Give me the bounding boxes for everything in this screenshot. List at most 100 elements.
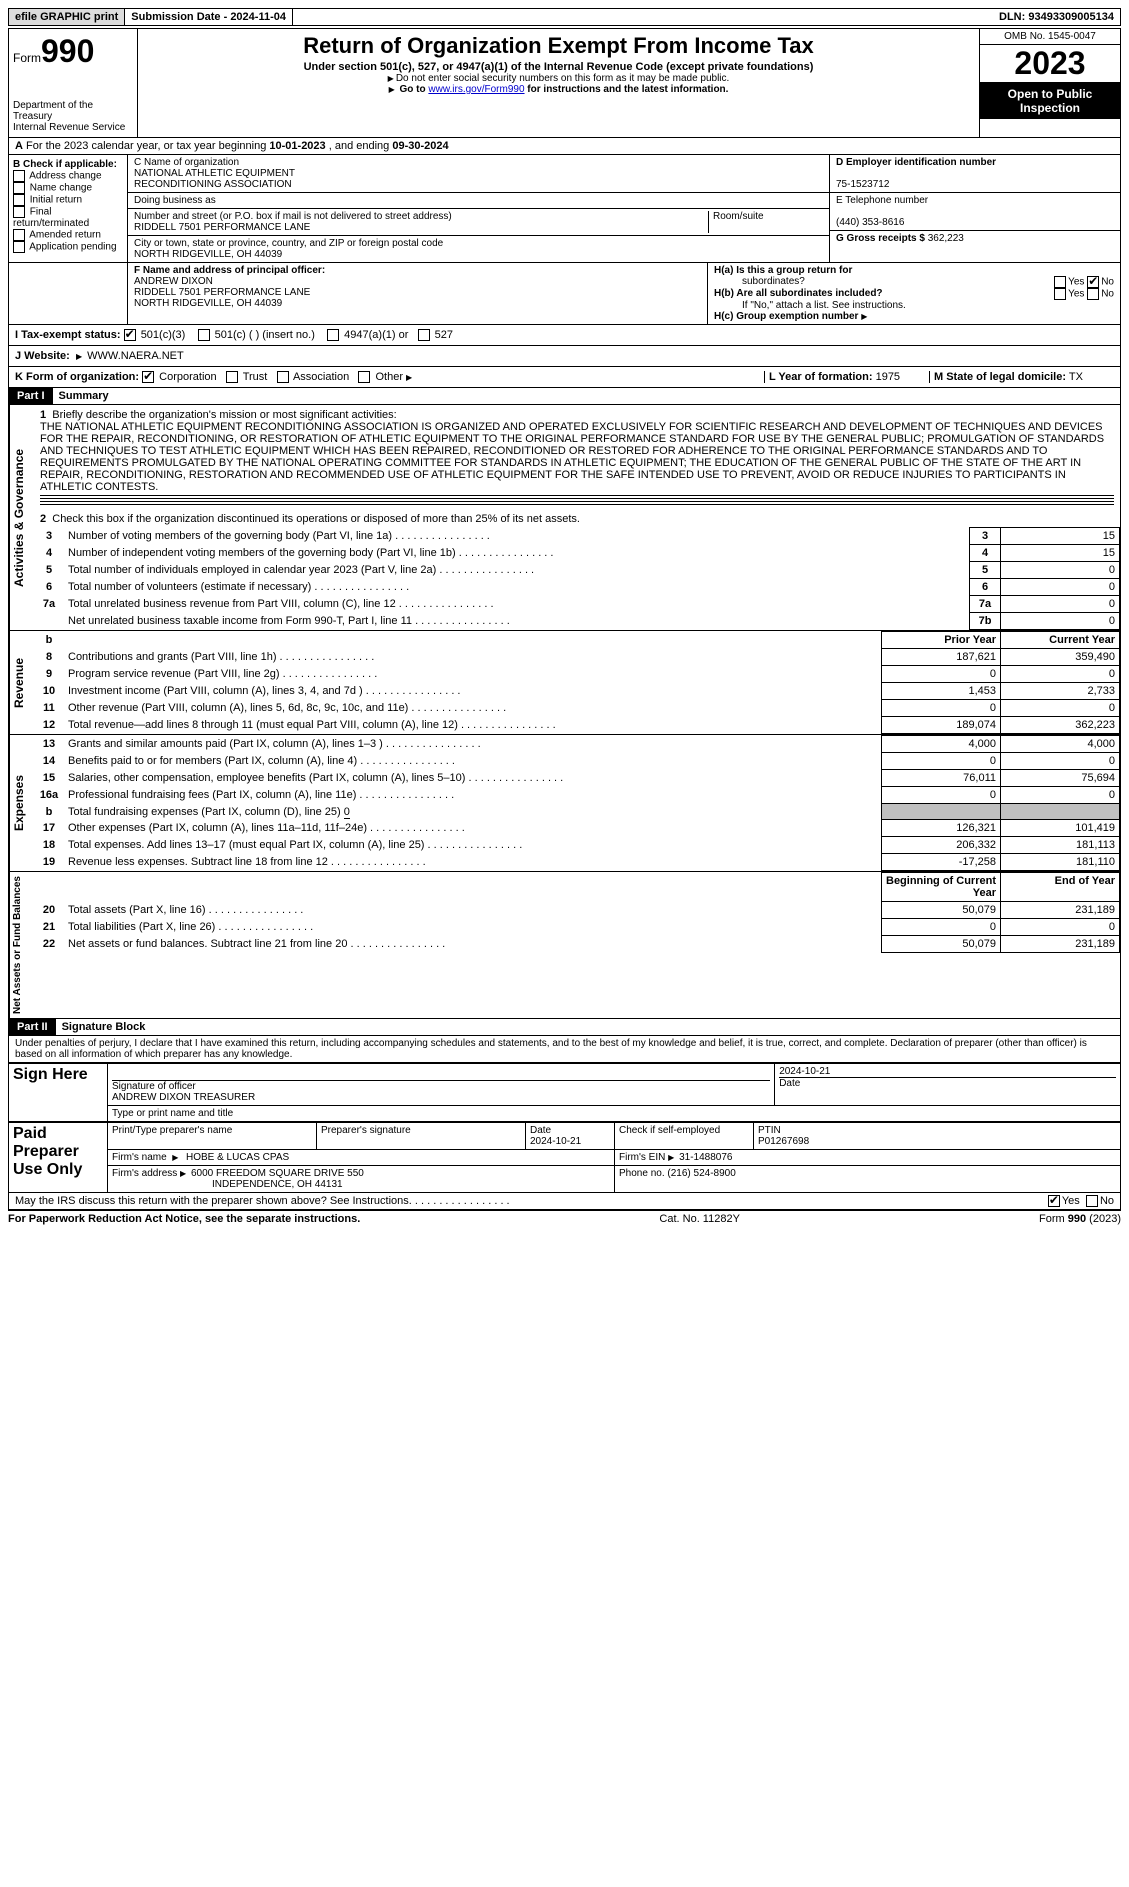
signature-table: Sign Here Signature of officer ANDREW DI… — [8, 1063, 1121, 1122]
firm-ein: 31-1488076 — [679, 1152, 732, 1163]
org-name-2: RECONDITIONING ASSOCIATION — [134, 179, 292, 190]
part2-title: Signature Block — [56, 1019, 152, 1035]
declaration: Under penalties of perjury, I declare th… — [8, 1036, 1121, 1063]
hb-no[interactable] — [1087, 288, 1099, 300]
row-a-period: A For the 2023 calendar year, or tax yea… — [8, 138, 1121, 155]
room-suite: Room/suite — [708, 211, 823, 233]
ein-value: 75-1523712 — [836, 179, 889, 190]
vlabel-rev: Revenue — [9, 631, 34, 734]
table-ag: 3Number of voting members of the governi… — [34, 527, 1120, 630]
dba: Doing business as — [128, 193, 829, 209]
ha-label: H(a) Is this a group return for — [714, 265, 852, 276]
ha-sub: subordinates? — [714, 276, 805, 288]
block-ag: Activities & Governance 1 Briefly descri… — [8, 405, 1121, 631]
phone-value: (440) 353-8616 — [836, 217, 904, 228]
sign-here: Sign Here — [9, 1064, 108, 1122]
irs-link[interactable]: www.irs.gov/Form990 — [428, 84, 524, 95]
hb-note: If "No," attach a list. See instructions… — [714, 300, 1114, 311]
part1-header: Part I — [9, 388, 53, 404]
part2-header: Part II — [9, 1019, 56, 1035]
submission-date: Submission Date - 2024-11-04 — [125, 9, 293, 25]
pp-self: Check if self-employed — [615, 1123, 754, 1150]
open-inspection: Open to PublicInspection — [980, 83, 1120, 119]
omb-number: OMB No. 1545-0047 — [980, 29, 1120, 45]
org-name-1: NATIONAL ATHLETIC EQUIPMENT — [134, 168, 295, 179]
officer-name: ANDREW DIXON TREASURER — [112, 1092, 255, 1103]
pp-date: 2024-10-21 — [530, 1136, 581, 1147]
sig-of-officer-label: Signature of officer — [112, 1081, 196, 1092]
city-label: City or town, state or province, country… — [134, 238, 443, 249]
l-value: 1975 — [876, 371, 900, 383]
ha-yes[interactable] — [1054, 276, 1066, 288]
firm-addr1: 6000 FREEDOM SQUARE DRIVE 550 — [191, 1168, 364, 1179]
firm-addr2: INDEPENDENCE, OH 44131 — [112, 1179, 343, 1190]
m-value: TX — [1069, 371, 1083, 383]
firm-addr-label: Firm's address — [112, 1168, 177, 1179]
ha-no[interactable] — [1087, 276, 1099, 288]
check-address[interactable] — [13, 170, 25, 182]
efile-print: efile GRAPHIC print — [9, 9, 125, 25]
block-net: Net Assets or Fund Balances Beginning of… — [8, 872, 1121, 1019]
check-final[interactable] — [13, 206, 25, 218]
tax-year: 2023 — [980, 45, 1120, 83]
i-527[interactable] — [418, 329, 430, 341]
section-bcd: B Check if applicable: Address change Na… — [8, 155, 1121, 263]
k-trust[interactable] — [226, 371, 238, 383]
footer-mid: Cat. No. 11282Y — [659, 1213, 740, 1225]
hc-label: H(c) Group exemption number — [714, 311, 858, 322]
k-assoc[interactable] — [277, 371, 289, 383]
dept-treasury: Department of the Treasury — [13, 100, 133, 122]
discuss-no[interactable] — [1086, 1195, 1098, 1207]
firm-ein-label: Firm's EIN — [619, 1152, 665, 1163]
k-other[interactable] — [358, 371, 370, 383]
check-name[interactable] — [13, 182, 25, 194]
top-bar: efile GRAPHIC print Submission Date - 20… — [8, 8, 1121, 26]
firm-phone: (216) 524-8900 — [667, 1168, 735, 1179]
line1-text: Briefly describe the organization's miss… — [52, 409, 396, 421]
dln: DLN: 93493309005134 — [993, 9, 1120, 25]
form-title: Return of Organization Exempt From Incom… — [144, 33, 973, 59]
sig-date-label: Date — [779, 1078, 800, 1089]
ptin-label: PTIN — [758, 1125, 781, 1136]
label-e-phone: E Telephone number — [836, 195, 928, 206]
mission-text: THE NATIONAL ATHLETIC EQUIPMENT RECONDIT… — [40, 421, 1104, 493]
hb-label: H(b) Are all subordinates included? — [714, 288, 883, 299]
form-number: Form990 — [13, 33, 133, 70]
discuss-yes[interactable] — [1048, 1195, 1060, 1207]
ssn-note: Do not enter social security numbers on … — [144, 73, 973, 84]
block-rev: Revenue bPrior YearCurrent Year8Contribu… — [8, 631, 1121, 735]
col-b-checks: B Check if applicable: Address change Na… — [9, 155, 128, 262]
officer-l1: ANDREW DIXON — [134, 276, 213, 287]
website-value: WWW.NAERA.NET — [87, 350, 184, 362]
city-value: NORTH RIDGEVILLE, OH 44039 — [134, 249, 282, 260]
table-exp: 13Grants and similar amounts paid (Part … — [34, 735, 1120, 871]
k-corp[interactable] — [142, 371, 154, 383]
vlabel-exp: Expenses — [9, 735, 34, 871]
footer-left: For Paperwork Reduction Act Notice, see … — [8, 1213, 360, 1225]
hb-yes[interactable] — [1054, 288, 1066, 300]
officer-l2: RIDDELL 7501 PERFORMANCE LANE — [134, 287, 310, 298]
officer-l3: NORTH RIDGEVILLE, OH 44039 — [134, 298, 282, 309]
check-initial[interactable] — [13, 194, 25, 206]
i-501c3[interactable] — [124, 329, 136, 341]
form-header: Form990 Department of the Treasury Inter… — [8, 28, 1121, 138]
line2-text: Check this box if the organization disco… — [52, 513, 580, 525]
check-pending[interactable] — [13, 241, 25, 253]
label-g-gross: G Gross receipts $ — [836, 233, 925, 244]
street-value: RIDDELL 7501 PERFORMANCE LANE — [134, 222, 310, 233]
i-4947[interactable] — [327, 329, 339, 341]
check-amended[interactable] — [13, 229, 25, 241]
preparer-table: Paid Preparer Use Only Print/Type prepar… — [8, 1122, 1121, 1193]
table-rev: bPrior YearCurrent Year8Contributions an… — [34, 631, 1120, 734]
i-501c[interactable] — [198, 329, 210, 341]
block-exp: Expenses 13Grants and similar amounts pa… — [8, 735, 1121, 872]
section-fh: F Name and address of principal officer:… — [8, 263, 1121, 325]
line1-no: 1 — [40, 409, 46, 421]
paid-preparer: Paid Preparer Use Only — [9, 1123, 108, 1193]
label-c-org: C Name of organization — [134, 157, 239, 168]
vlabel-ag: Activities & Governance — [9, 405, 34, 630]
firm-phone-label: Phone no. — [619, 1168, 665, 1179]
form-subtitle: Under section 501(c), 527, or 4947(a)(1)… — [144, 61, 973, 73]
vlabel-net: Net Assets or Fund Balances — [9, 872, 34, 1018]
footer: For Paperwork Reduction Act Notice, see … — [8, 1210, 1121, 1225]
